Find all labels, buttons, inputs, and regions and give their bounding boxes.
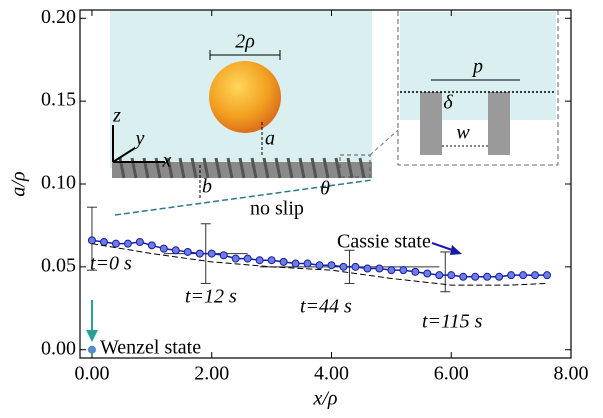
annotation: z	[112, 105, 121, 127]
annotation: θ	[320, 178, 330, 200]
inset-illustration	[110, 9, 559, 216]
data-point	[435, 271, 444, 280]
data-point	[219, 251, 228, 260]
x-axis-label: x/ρ	[312, 388, 337, 410]
data-point	[99, 238, 108, 246]
data-point	[387, 266, 396, 275]
x-tick-label: 2.00	[194, 363, 229, 385]
data-point	[243, 254, 252, 263]
annotation: no slip	[250, 198, 304, 220]
data-point	[87, 236, 96, 245]
y-tick-label: 0.00	[41, 337, 76, 359]
arrow-head	[450, 245, 462, 255]
data-point	[423, 269, 432, 278]
data-point	[471, 272, 480, 281]
data-point	[255, 256, 264, 265]
annotation: t=44 s	[300, 296, 352, 318]
x-tick-label: 6.00	[434, 363, 469, 385]
data-point	[375, 264, 384, 273]
data-point	[507, 271, 516, 280]
annotation: t=12 s	[185, 286, 237, 308]
data-point	[135, 238, 144, 246]
data-point	[495, 272, 504, 281]
data-point	[147, 241, 156, 250]
annotation: t=0 s	[90, 253, 132, 275]
y-tick-label: 0.20	[41, 6, 76, 28]
data-point	[411, 267, 420, 276]
annotation: δ	[443, 92, 453, 114]
data-point	[87, 345, 96, 354]
annotation: 2ρ	[235, 31, 255, 53]
annotation: b	[202, 176, 212, 198]
x-tick-label: 4.00	[314, 363, 349, 385]
y-axis-label: a/ρ	[8, 171, 30, 196]
data-point	[399, 266, 408, 275]
y-tick-label: 0.15	[41, 89, 76, 111]
data-point	[483, 272, 492, 281]
x-tick-label: 0.00	[74, 363, 109, 385]
series-line	[91, 239, 548, 278]
data-point	[351, 262, 360, 271]
data-point	[207, 249, 216, 258]
data-point	[291, 259, 300, 268]
data-point	[171, 246, 180, 255]
data-point	[159, 244, 168, 253]
annotation: t=115 s	[422, 311, 483, 333]
data-point	[195, 249, 204, 258]
data-point	[111, 239, 120, 248]
annotation: Cassie state	[337, 231, 431, 253]
data-point	[231, 254, 240, 263]
data-point	[531, 271, 540, 280]
data-point	[519, 271, 528, 280]
annotation: y	[134, 128, 145, 150]
data-point	[339, 262, 348, 271]
annotation: a	[265, 128, 275, 150]
data-point	[363, 264, 372, 273]
annotation: p	[471, 56, 483, 78]
y-tick-label: 0.05	[41, 254, 76, 276]
data-point	[267, 256, 276, 265]
data-point	[543, 271, 552, 280]
data-point	[459, 272, 468, 281]
data-point	[315, 261, 324, 270]
x-tick-label: 8.00	[554, 363, 589, 385]
annotation: w	[456, 122, 470, 144]
arrow-head	[86, 330, 98, 342]
data-point	[183, 247, 192, 256]
y-tick-label: 0.10	[41, 172, 76, 194]
data-point	[123, 239, 132, 248]
annotation: x	[162, 150, 172, 172]
annotation: Wenzel state	[100, 337, 201, 359]
series-line	[91, 243, 548, 286]
data-point	[279, 257, 288, 266]
data-point	[327, 261, 336, 270]
data-point	[447, 271, 456, 280]
data-point	[303, 259, 312, 268]
